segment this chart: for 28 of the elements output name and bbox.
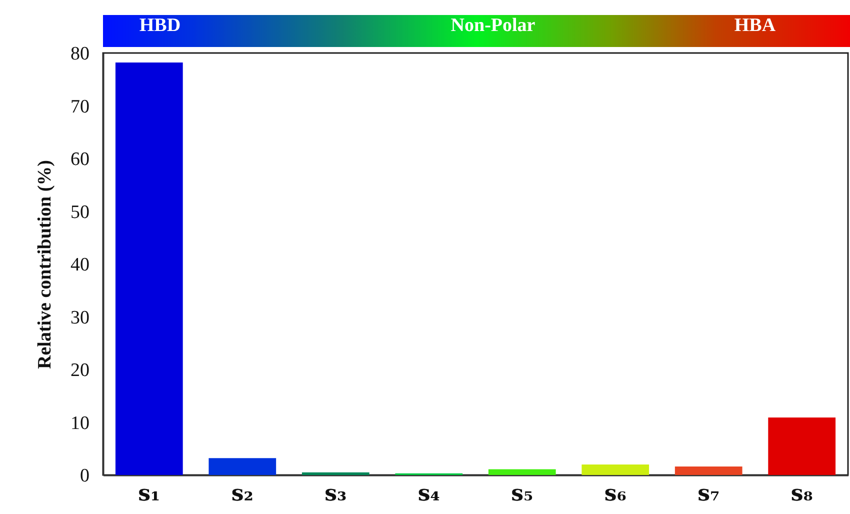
bar bbox=[208, 458, 276, 475]
y-tick-label: 30 bbox=[70, 307, 90, 328]
y-tick-label: 0 bbox=[80, 466, 90, 486]
y-tick-label: 70 bbox=[70, 96, 90, 118]
y-tick-label: 20 bbox=[70, 360, 90, 381]
y-tick-label: 40 bbox=[70, 254, 90, 276]
bar bbox=[302, 472, 370, 475]
x-tick-label: s₆ bbox=[604, 480, 626, 506]
text: Non-Polar bbox=[450, 15, 536, 38]
x-tick-label: s₇ bbox=[698, 480, 720, 506]
bar bbox=[115, 62, 183, 475]
x-tick-label: s₈ bbox=[790, 480, 813, 506]
bar bbox=[768, 418, 836, 475]
y-axis-title: Relative contribution (%) bbox=[34, 160, 56, 369]
x-tick-label: s₄ bbox=[418, 480, 440, 506]
x-tick-label: s₅ bbox=[511, 480, 534, 506]
x-tick-label: s₃ bbox=[324, 480, 347, 506]
bar bbox=[674, 466, 742, 475]
y-tick-label: 60 bbox=[70, 149, 90, 170]
text: HBA bbox=[734, 15, 776, 38]
x-tick-label: s₁ bbox=[138, 480, 160, 506]
bar bbox=[582, 464, 650, 475]
y-tick-label: 80 bbox=[70, 44, 90, 64]
y-tick-label: 10 bbox=[70, 412, 90, 434]
y-tick-label: 50 bbox=[70, 202, 90, 223]
bar bbox=[488, 469, 556, 475]
x-tick-label: s₂ bbox=[231, 480, 254, 506]
text: HBD bbox=[139, 15, 181, 38]
